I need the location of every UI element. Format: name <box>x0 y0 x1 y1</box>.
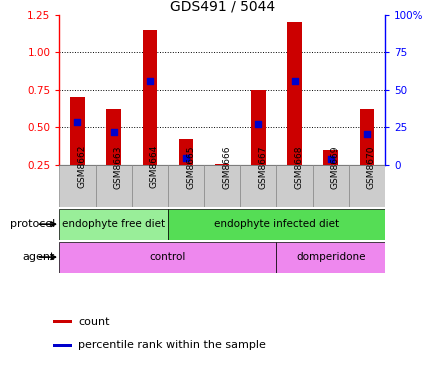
Text: GSM8668: GSM8668 <box>294 145 304 188</box>
Text: agent: agent <box>22 252 55 262</box>
Bar <box>95 165 132 207</box>
Text: GSM8665: GSM8665 <box>186 145 195 188</box>
Bar <box>359 109 374 165</box>
Point <box>74 119 81 125</box>
Point <box>363 131 370 137</box>
Bar <box>59 242 276 273</box>
Text: endophyte free diet: endophyte free diet <box>62 219 165 229</box>
Text: percentile rank within the sample: percentile rank within the sample <box>78 340 266 350</box>
Bar <box>215 164 229 165</box>
Text: GSM8667: GSM8667 <box>258 145 268 188</box>
Point <box>255 121 262 127</box>
Text: GSM8670: GSM8670 <box>367 145 376 188</box>
Point <box>110 130 117 135</box>
Bar <box>70 97 85 165</box>
Text: protocol: protocol <box>10 219 55 229</box>
Bar <box>251 90 266 165</box>
Bar <box>349 165 385 207</box>
Bar <box>276 242 385 273</box>
Bar <box>106 109 121 165</box>
Text: GSM8666: GSM8666 <box>222 145 231 188</box>
Text: control: control <box>150 252 186 262</box>
Point <box>327 157 334 163</box>
Bar <box>168 209 385 240</box>
Point <box>291 78 298 83</box>
Bar <box>143 30 157 165</box>
Bar <box>53 344 72 347</box>
Text: GSM8664: GSM8664 <box>150 145 159 188</box>
Bar <box>313 165 349 207</box>
Bar <box>53 320 72 323</box>
Title: GDS491 / 5044: GDS491 / 5044 <box>170 0 275 14</box>
Bar <box>179 139 193 165</box>
Text: GSM8662: GSM8662 <box>77 145 87 188</box>
Text: endophyte infected diet: endophyte infected diet <box>214 219 339 229</box>
Bar <box>276 165 313 207</box>
Bar <box>240 165 276 207</box>
Bar <box>59 165 95 207</box>
Bar <box>59 209 168 240</box>
Point <box>147 78 154 84</box>
Bar <box>204 165 240 207</box>
Bar <box>132 165 168 207</box>
Text: GSM8669: GSM8669 <box>331 145 340 188</box>
Point <box>183 155 190 161</box>
Bar <box>168 165 204 207</box>
Bar <box>287 22 302 165</box>
Text: domperidone: domperidone <box>296 252 366 262</box>
Text: GSM8663: GSM8663 <box>114 145 123 188</box>
Bar <box>323 150 338 165</box>
Text: count: count <box>78 317 110 326</box>
